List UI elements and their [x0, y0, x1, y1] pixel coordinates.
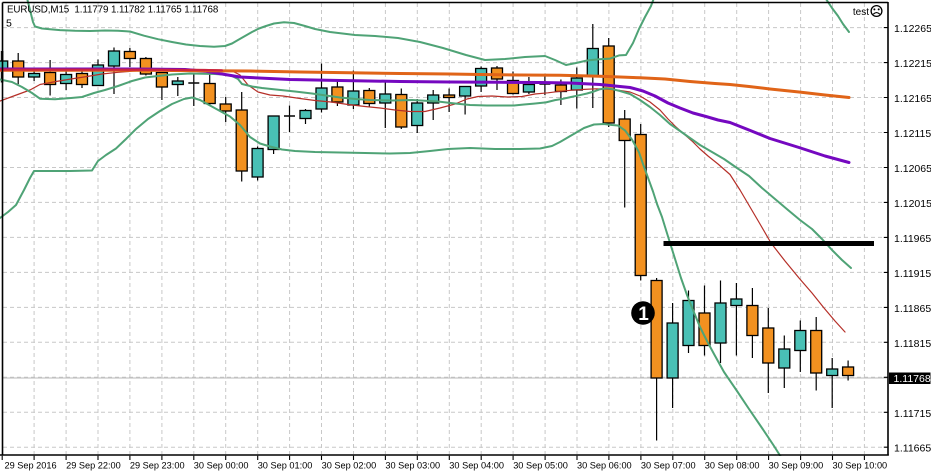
svg-text:29 Sep 22:00: 29 Sep 22:00	[66, 461, 121, 471]
svg-text:30 Sep 07:00: 30 Sep 07:00	[641, 461, 696, 471]
svg-text:30 Sep 01:00: 30 Sep 01:00	[258, 461, 313, 471]
svg-text:30 Sep 05:00: 30 Sep 05:00	[513, 461, 568, 471]
svg-text:EURUSD,M15 1.11779 1.11782 1.: EURUSD,M15 1.11779 1.11782 1.11765 1.117…	[7, 4, 219, 15]
svg-text:1.12165: 1.12165	[894, 93, 931, 105]
svg-text:1: 1	[638, 304, 649, 325]
svg-text:30 Sep 10:00: 30 Sep 10:00	[833, 461, 888, 471]
svg-text:1.12265: 1.12265	[894, 23, 931, 35]
svg-text:1.11915: 1.11915	[894, 268, 931, 280]
svg-text:1.12015: 1.12015	[894, 198, 931, 210]
svg-text:1.12215: 1.12215	[894, 58, 931, 70]
svg-text:29 Sep 23:00: 29 Sep 23:00	[130, 461, 185, 471]
svg-text:30 Sep 08:00: 30 Sep 08:00	[705, 461, 760, 471]
svg-text:1.11865: 1.11865	[894, 303, 931, 315]
svg-text:1.11815: 1.11815	[894, 338, 931, 350]
svg-text:30 Sep 00:00: 30 Sep 00:00	[194, 461, 249, 471]
svg-text:1.11665: 1.11665	[894, 443, 931, 455]
svg-text:29 Sep 2016: 29 Sep 2016	[5, 461, 57, 471]
svg-text:30 Sep 03:00: 30 Sep 03:00	[385, 461, 440, 471]
svg-text:1.11965: 1.11965	[894, 233, 931, 245]
svg-text:1.11715: 1.11715	[894, 408, 931, 420]
svg-text:30 Sep 09:00: 30 Sep 09:00	[769, 461, 824, 471]
svg-text:test: test	[853, 7, 869, 18]
svg-text:30 Sep 06:00: 30 Sep 06:00	[577, 461, 632, 471]
svg-text:1.11768: 1.11768	[894, 373, 931, 385]
svg-text:30 Sep 02:00: 30 Sep 02:00	[322, 461, 377, 471]
svg-text:1.12065: 1.12065	[894, 163, 931, 175]
svg-text:1.12115: 1.12115	[894, 128, 931, 140]
svg-text:5: 5	[6, 18, 12, 30]
svg-text:30 Sep 04:00: 30 Sep 04:00	[449, 461, 504, 471]
